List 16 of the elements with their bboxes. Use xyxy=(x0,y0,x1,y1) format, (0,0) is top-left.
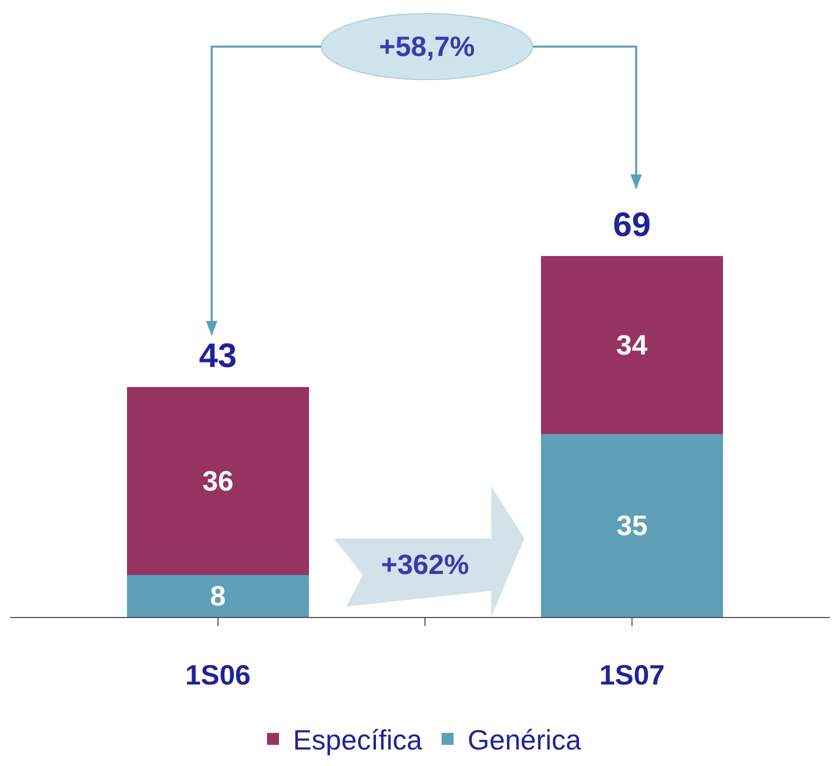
annotation: +362% xyxy=(381,549,470,580)
data-label: 35 xyxy=(616,510,648,541)
total-label: 69 xyxy=(613,206,651,244)
data-label: 8 xyxy=(210,580,226,612)
x-tick-label: 1S07 xyxy=(599,660,665,691)
bar xyxy=(540,256,724,434)
data-label: 36 xyxy=(202,465,234,496)
bar xyxy=(540,434,724,617)
legend-label: Específica xyxy=(293,724,423,756)
total-label: 43 xyxy=(199,337,237,375)
legend-label: Genérica xyxy=(468,724,582,756)
text: +58,7% xyxy=(379,31,475,62)
data-label: 34 xyxy=(616,329,648,360)
bar xyxy=(126,575,310,617)
bar xyxy=(126,386,310,576)
x-tick-label: 1S06 xyxy=(185,660,251,691)
